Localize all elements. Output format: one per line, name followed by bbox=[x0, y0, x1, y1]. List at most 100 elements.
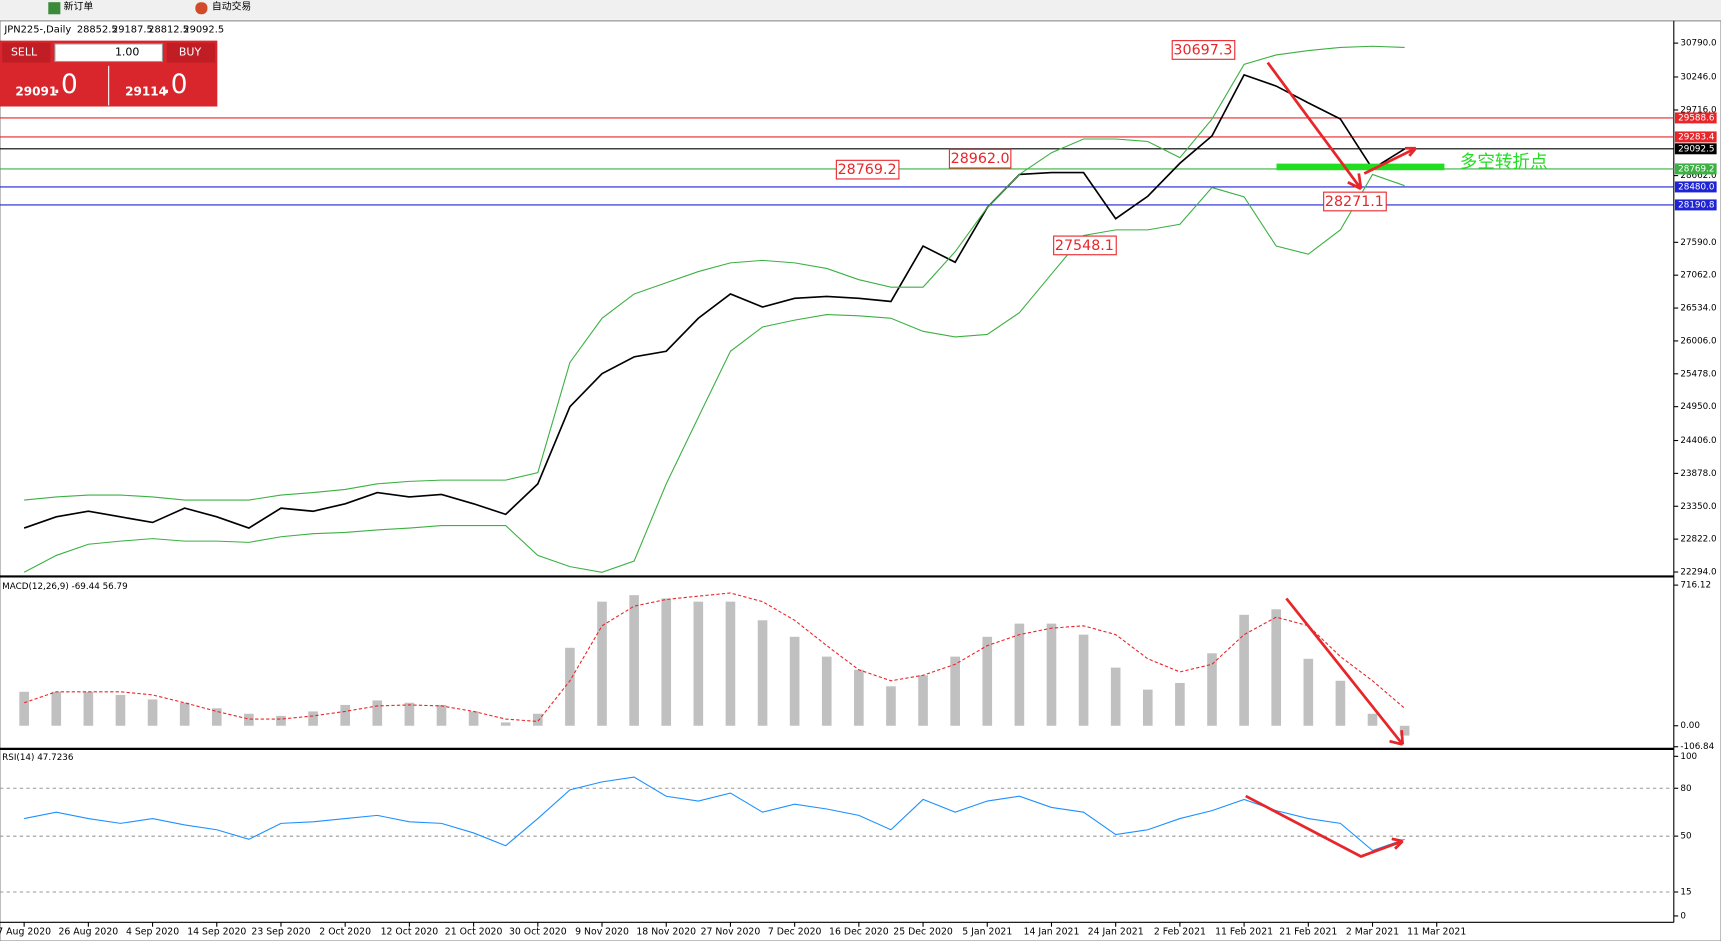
y-tick-label: 27590.0 bbox=[1680, 238, 1716, 248]
y-tick-label: 22822.0 bbox=[1680, 535, 1716, 545]
y-tick-label: 30790.0 bbox=[1680, 39, 1716, 49]
x-tick-label: 18 Nov 2020 bbox=[636, 927, 696, 938]
price-level-label: 29283.4 bbox=[1678, 132, 1715, 142]
histogram-bar bbox=[1046, 623, 1057, 726]
sell-button[interactable] bbox=[2, 42, 51, 63]
series-line bbox=[23, 173, 1405, 573]
y-tick-label: 22294.0 bbox=[1680, 567, 1716, 577]
annotation-box bbox=[948, 148, 1012, 169]
x-tick-label: 7 Aug 2020 bbox=[0, 927, 51, 938]
price-level-tag bbox=[1674, 112, 1717, 124]
histogram-bar bbox=[83, 691, 94, 726]
annotation-box bbox=[1323, 191, 1387, 212]
y-tick-label: 24950.0 bbox=[1680, 402, 1716, 412]
histogram-bar bbox=[1110, 667, 1121, 726]
histogram-bar bbox=[725, 601, 736, 726]
price-level-tag bbox=[1674, 131, 1717, 143]
histogram-bar bbox=[886, 686, 896, 726]
histogram-bar bbox=[211, 708, 222, 726]
histogram-bar bbox=[1367, 713, 1378, 726]
histogram-bar bbox=[51, 691, 62, 726]
arrows bbox=[1245, 61, 1417, 858]
y-tick-label: 26534.0 bbox=[1680, 304, 1716, 314]
histogram-bar bbox=[1175, 682, 1185, 726]
y-tick-label: 23878.0 bbox=[1680, 469, 1716, 479]
x-tick-label: 7 Dec 2020 bbox=[768, 927, 822, 938]
buy-fraction[interactable]: .0 bbox=[162, 70, 187, 100]
y-tick-label: 30246.0 bbox=[1680, 72, 1716, 82]
x-tick-label: 9 Nov 2020 bbox=[575, 927, 629, 938]
sell-label[interactable]: SELL bbox=[11, 46, 38, 59]
toolbar bbox=[0, 0, 1721, 20]
x-tick-label: 2 Feb 2021 bbox=[1154, 927, 1206, 938]
x-tick-label: 16 Dec 2020 bbox=[829, 927, 889, 938]
y-tick-label: 15 bbox=[1680, 888, 1691, 898]
y-tick-label: 23350.0 bbox=[1680, 502, 1716, 512]
sell-fraction[interactable]: .0 bbox=[53, 70, 78, 100]
histogram-bar bbox=[372, 700, 383, 726]
y-tick-label: 26006.0 bbox=[1680, 336, 1716, 346]
ohlc-high: 29187.5 bbox=[112, 25, 153, 36]
histogram-bar bbox=[179, 702, 190, 726]
panes: 30790.0 30246.0 29716.0 28662.0 27590.0 27062… bbox=[0, 39, 1717, 938]
x-tick-label: 14 Jan 2021 bbox=[1024, 927, 1080, 938]
annotation: 28271.1 bbox=[1325, 194, 1384, 210]
histogram-bar bbox=[854, 669, 864, 726]
toolbar-button[interactable]: 自动交易 bbox=[212, 0, 252, 13]
buy-button[interactable] bbox=[166, 42, 216, 63]
histogram-bar bbox=[950, 656, 960, 726]
y-tick-label: -106.84 bbox=[1680, 742, 1714, 752]
histogram-bar bbox=[308, 711, 318, 726]
arrow bbox=[1245, 794, 1404, 858]
price-level-label: 28769.2 bbox=[1678, 164, 1714, 174]
buy-price[interactable]: 29114 bbox=[125, 85, 167, 99]
histogram-bar bbox=[982, 636, 993, 726]
sell-price[interactable]: 29091 bbox=[15, 85, 57, 99]
symbol: JPN225-,Daily bbox=[3, 25, 71, 36]
y-tick-label: 29716.0 bbox=[1680, 105, 1716, 115]
histogram-bar bbox=[244, 713, 254, 726]
y-tick-label: 100 bbox=[1680, 752, 1697, 762]
annotation: 28962.0 bbox=[951, 151, 1010, 167]
price-level-label: 29588.6 bbox=[1678, 113, 1715, 123]
annotation-box bbox=[1053, 235, 1117, 256]
new-order-icon[interactable] bbox=[48, 2, 61, 15]
x-tick-label: 2 Mar 2021 bbox=[1346, 927, 1399, 938]
histogram-bar bbox=[1335, 680, 1346, 726]
histogram-bar bbox=[115, 694, 126, 726]
autotrade-icon[interactable] bbox=[195, 2, 208, 15]
price-level-tag bbox=[1674, 163, 1717, 175]
lot-value[interactable]: 1.00 bbox=[115, 46, 139, 59]
series-line bbox=[24, 776, 1405, 852]
lot-field[interactable] bbox=[54, 43, 163, 63]
series-line bbox=[24, 45, 1405, 501]
histogram-bar bbox=[629, 595, 639, 726]
histogram-bar bbox=[500, 722, 511, 726]
y-tick-label: 28662.0 bbox=[1680, 171, 1716, 181]
histogram-bar bbox=[918, 675, 928, 726]
annotation: 多空转折点 bbox=[1460, 153, 1548, 173]
histogram-bar bbox=[1078, 634, 1089, 726]
histogram-bar bbox=[757, 620, 768, 726]
one-click-panel: SELL 1.00 BUY 29091 .0 29114 .0 bbox=[0, 40, 218, 107]
toolbar-button[interactable]: 新订单 bbox=[64, 0, 94, 13]
price-level-tag bbox=[1674, 199, 1717, 211]
price-level-tag bbox=[1674, 143, 1717, 155]
y-tick-label: 80 bbox=[1680, 784, 1691, 794]
buy-label[interactable]: BUY bbox=[179, 46, 202, 59]
x-tick-label: 4 Sep 2020 bbox=[126, 927, 179, 938]
histogram-bar bbox=[340, 704, 351, 726]
x-tick-label: 2 Oct 2020 bbox=[319, 927, 371, 938]
histogram-bar bbox=[1239, 614, 1249, 726]
x-tick-label: 23 Sep 2020 bbox=[251, 927, 310, 938]
x-tick-label: 11 Mar 2021 bbox=[1407, 927, 1466, 938]
histogram-bar bbox=[19, 691, 29, 726]
y-tick-label: 716.12 bbox=[1680, 581, 1711, 591]
arrow bbox=[1266, 61, 1363, 191]
histogram-bar bbox=[532, 713, 543, 726]
histogram-bar bbox=[1271, 609, 1282, 726]
histogram-bar bbox=[436, 704, 447, 726]
x-tick-label: 21 Feb 2021 bbox=[1279, 927, 1337, 938]
